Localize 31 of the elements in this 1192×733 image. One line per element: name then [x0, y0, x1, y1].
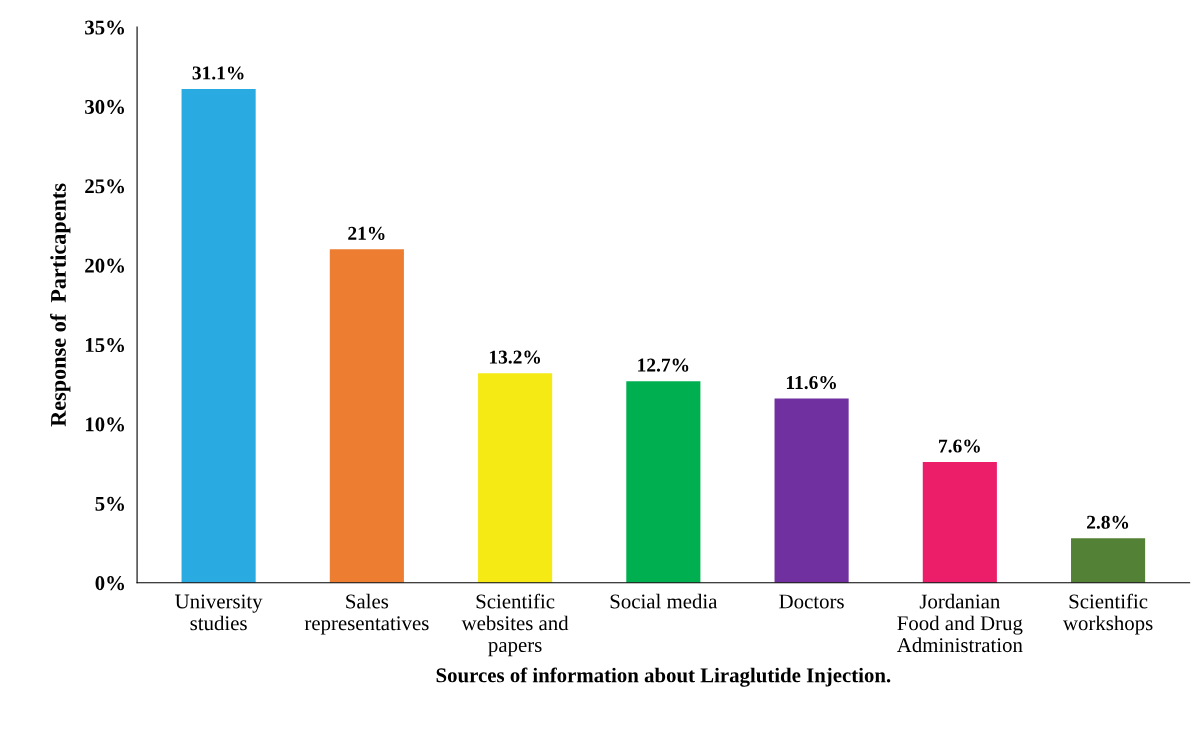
- data-label: 13.2%: [489, 350, 541, 364]
- y-tick-label: 10%: [85, 417, 125, 432]
- y-tick-label: 30%: [85, 99, 125, 114]
- y-tick-label: 5%: [95, 496, 125, 511]
- data-label: 7.6%: [939, 439, 980, 453]
- data-label: 12.7%: [638, 358, 689, 372]
- data-label: 2.8%: [1087, 515, 1129, 529]
- data-label: 11.6%: [786, 375, 836, 390]
- x-tick-label: Scientific workshops: [1062, 593, 1153, 635]
- bar: [478, 373, 553, 583]
- x-tick-label: Jordanian Food and Drug Administration: [896, 593, 1023, 653]
- data-label: 31.1%: [192, 66, 244, 80]
- data-label: 21%: [348, 226, 385, 240]
- x-axis-title: Sources of information about Liraglutide Injection.: [436, 667, 891, 687]
- x-tick-label: Scientific websites and papers: [461, 593, 569, 657]
- y-tick-label: 15%: [85, 337, 125, 353]
- y-tick-label: 35%: [85, 20, 125, 35]
- x-tick-label: Sales representatives: [304, 593, 429, 635]
- y-axis-title: Response of Particapents: [50, 183, 71, 427]
- bar: [1071, 538, 1146, 583]
- y-tick-label: 20%: [85, 258, 125, 273]
- x-tick-label: Doctors: [779, 594, 844, 609]
- y-tick-label: 25%: [85, 179, 125, 194]
- x-tick-label: Social media: [610, 593, 718, 609]
- bar: [774, 398, 849, 583]
- y-tick-label: 0%: [95, 576, 125, 591]
- bar: [181, 89, 256, 583]
- x-tick-label: University studies: [175, 594, 263, 631]
- bar: [626, 381, 701, 583]
- bar: [922, 462, 997, 583]
- bar: [329, 249, 404, 583]
